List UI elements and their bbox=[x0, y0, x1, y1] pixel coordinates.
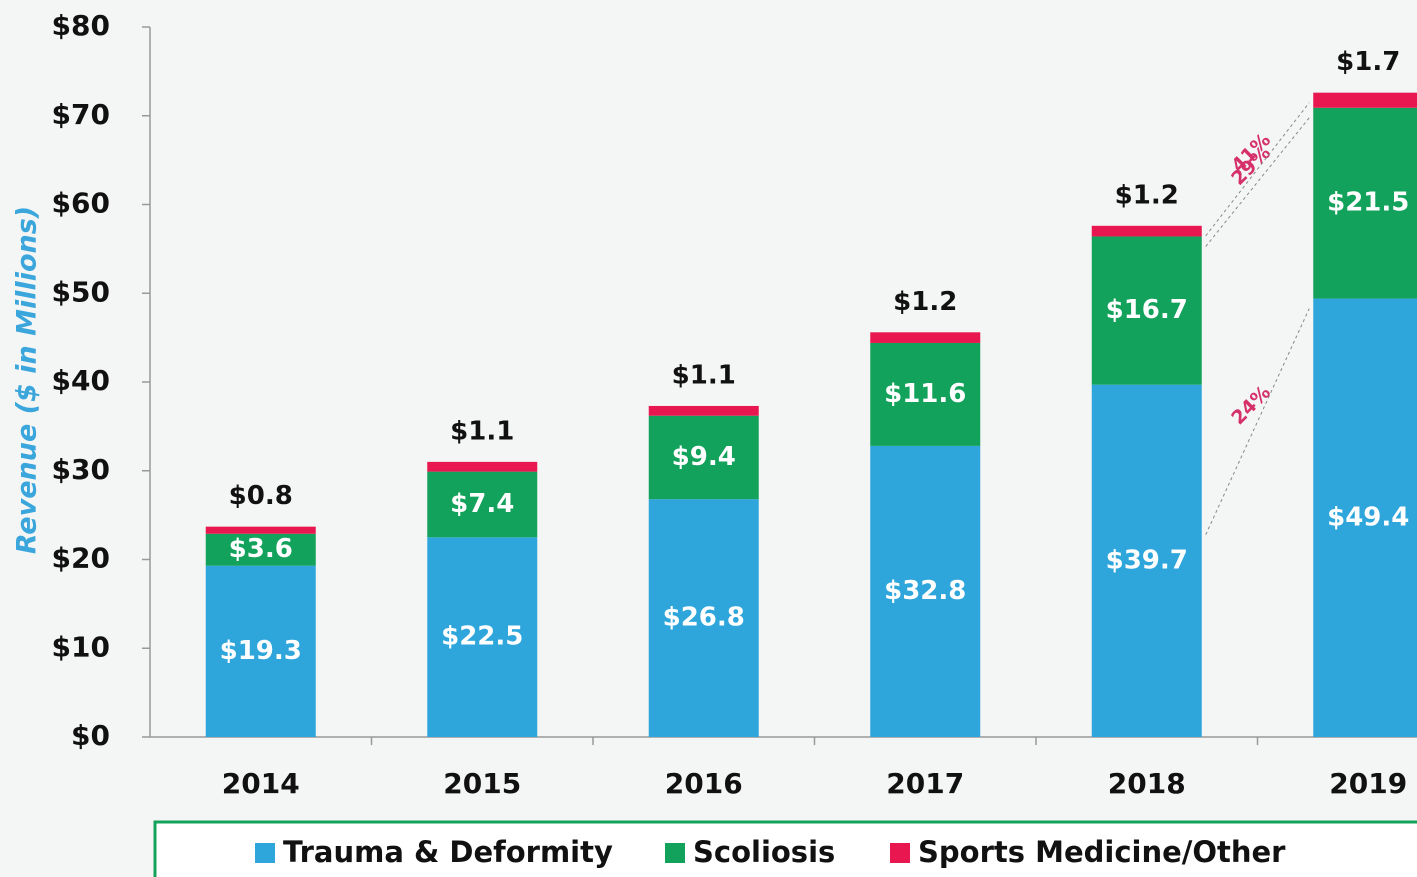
y-tick-label: $30 bbox=[52, 453, 110, 486]
legend-label: Sports Medicine/Other bbox=[918, 835, 1286, 869]
value-label: $32.8 bbox=[884, 576, 966, 606]
y-tick-label: $0 bbox=[71, 719, 110, 752]
value-label: $11.6 bbox=[884, 379, 966, 409]
bar-segment bbox=[1092, 226, 1202, 237]
x-tick-label: 2014 bbox=[222, 767, 300, 800]
value-label: $3.6 bbox=[229, 534, 293, 564]
y-tick-label: $10 bbox=[52, 630, 110, 663]
x-tick-label: 2019 bbox=[1329, 767, 1407, 800]
bar-segment bbox=[870, 332, 980, 343]
x-tick-label: 2017 bbox=[886, 767, 964, 800]
y-tick-label: $70 bbox=[52, 98, 110, 131]
x-tick-label: 2018 bbox=[1108, 767, 1186, 800]
value-label: $0.8 bbox=[229, 481, 293, 511]
y-axis-label: Revenue ($ in Millions) bbox=[12, 206, 43, 554]
legend-swatch bbox=[255, 843, 275, 863]
x-tick-label: 2016 bbox=[665, 767, 743, 800]
legend-swatch bbox=[890, 843, 910, 863]
y-tick-label: $40 bbox=[52, 364, 110, 397]
value-label: $7.4 bbox=[450, 489, 514, 519]
value-label: $26.8 bbox=[663, 603, 745, 633]
y-tick-label: $80 bbox=[52, 9, 110, 42]
value-label: $1.2 bbox=[893, 287, 957, 317]
y-tick-label: $50 bbox=[52, 275, 110, 308]
bar-segment bbox=[206, 527, 316, 534]
value-label: $49.4 bbox=[1327, 502, 1409, 532]
value-label: $1.1 bbox=[450, 416, 514, 446]
value-label: $1.7 bbox=[1336, 47, 1400, 77]
value-label: $16.7 bbox=[1106, 295, 1188, 325]
legend-label: Trauma & Deformity bbox=[283, 835, 613, 869]
value-label: $21.5 bbox=[1327, 188, 1409, 218]
value-label: $9.4 bbox=[672, 442, 736, 472]
value-label: $39.7 bbox=[1106, 545, 1188, 575]
bar-segment bbox=[427, 462, 537, 472]
chart: Revenue ($ in Millions) $0 $10 $20 $30 $40 $5… bbox=[0, 0, 1417, 877]
value-label: $1.1 bbox=[672, 360, 736, 390]
x-tick-label: 2015 bbox=[443, 767, 521, 800]
legend-swatch bbox=[665, 843, 685, 863]
bar-segment bbox=[1313, 93, 1417, 108]
bar-segment bbox=[649, 406, 759, 416]
value-label: $1.2 bbox=[1115, 180, 1179, 210]
y-tick-label: $60 bbox=[52, 187, 110, 220]
value-label: $19.3 bbox=[220, 636, 302, 666]
value-label: $22.5 bbox=[441, 622, 523, 652]
legend-label: Scoliosis bbox=[693, 835, 835, 869]
y-tick-label: $20 bbox=[52, 542, 110, 575]
